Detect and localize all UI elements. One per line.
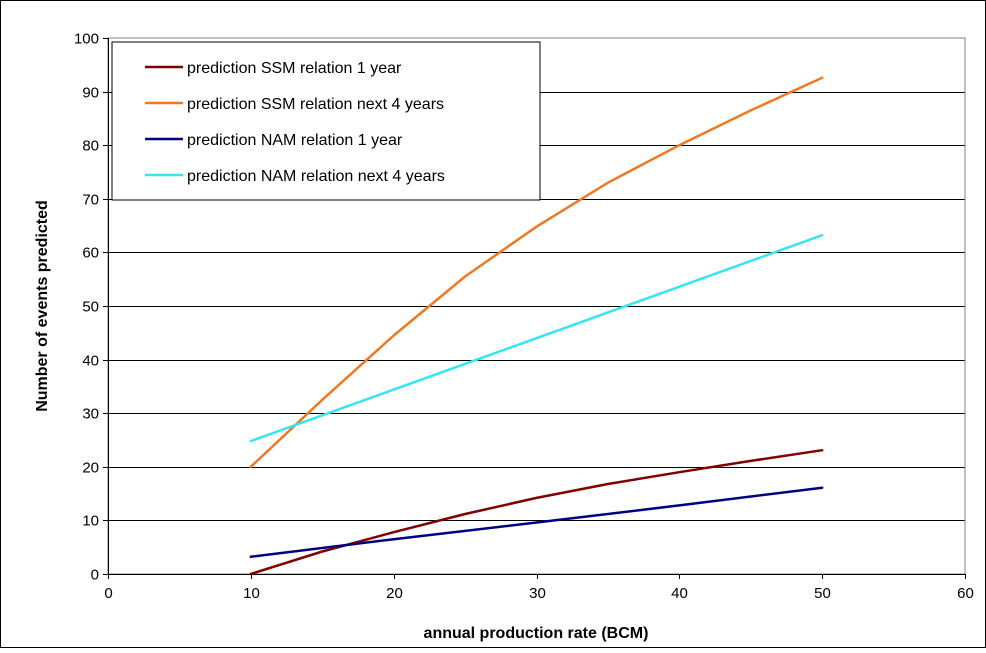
y-axis-title: Number of events predicted	[34, 200, 51, 412]
x-tick-label-60: 60	[957, 585, 974, 602]
legend: prediction SSM relation 1 year prediction…	[111, 41, 541, 201]
y-tick-label-0: 0	[91, 567, 99, 584]
y-tick-label-80: 80	[82, 138, 99, 155]
x-tick-label-10: 10	[243, 585, 260, 602]
y-tick-label-40: 40	[82, 353, 99, 370]
series-line-2	[249, 76, 824, 469]
legend-label-4: prediction NAM relation next 4 years	[187, 168, 445, 185]
legend-box	[111, 41, 541, 201]
x-tick-label-50: 50	[814, 585, 831, 602]
series-line-4	[249, 233, 824, 443]
legend-label-2: prediction SSM relation next 4 years	[187, 96, 444, 113]
y-tick-label-30: 30	[82, 406, 99, 423]
y-tick-label-20: 20	[82, 460, 99, 477]
series-line-3	[249, 486, 824, 559]
series-lines	[249, 76, 824, 576]
x-axis-title: annual production rate (BCM)	[424, 625, 649, 642]
y-tick-label-70: 70	[82, 192, 99, 209]
legend-label-3: prediction NAM relation 1 year	[187, 132, 403, 149]
x-tick-label-40: 40	[671, 585, 688, 602]
legend-label-1: prediction SSM relation 1 year	[187, 60, 402, 77]
y-tick-label-90: 90	[82, 85, 99, 102]
x-tick-label-30: 30	[529, 585, 546, 602]
y-tick-label-60: 60	[82, 245, 99, 262]
y-tick-label-10: 10	[82, 513, 99, 530]
x-tick-label-20: 20	[386, 585, 403, 602]
x-tick-label-0: 0	[104, 585, 112, 602]
y-tick-label-50: 50	[82, 299, 99, 316]
y-tick-label-100: 100	[74, 31, 99, 48]
